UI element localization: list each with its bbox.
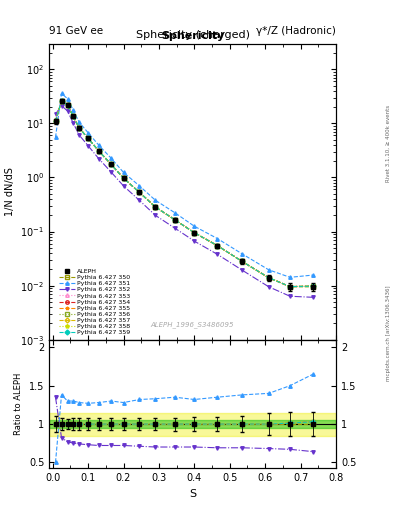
Text: ALEPH_1996_S3486095: ALEPH_1996_S3486095 — [151, 321, 234, 328]
Text: Rivet 3.1.10, ≥ 400k events: Rivet 3.1.10, ≥ 400k events — [386, 105, 391, 182]
Legend: ALEPH, Pythia 6.427 350, Pythia 6.427 351, Pythia 6.427 352, Pythia 6.427 353, P: ALEPH, Pythia 6.427 350, Pythia 6.427 35… — [58, 267, 132, 336]
Text: 91 GeV ee: 91 GeV ee — [49, 26, 103, 36]
Y-axis label: 1/N dN/dS: 1/N dN/dS — [5, 167, 15, 216]
Bar — [49, 420, 336, 428]
Bar — [49, 413, 336, 436]
Text: Sphericity: Sphericity — [161, 31, 224, 40]
Y-axis label: Ratio to ALEPH: Ratio to ALEPH — [14, 373, 23, 435]
X-axis label: S: S — [189, 489, 196, 499]
Text: Sphericity (charged): Sphericity (charged) — [136, 31, 250, 40]
Title: Sphericity (charged): Sphericity (charged) — [136, 30, 250, 40]
Text: mcplots.cern.ch [arXiv:1306.3436]: mcplots.cern.ch [arXiv:1306.3436] — [386, 285, 391, 380]
Text: γ*/Z (Hadronic): γ*/Z (Hadronic) — [256, 26, 336, 36]
